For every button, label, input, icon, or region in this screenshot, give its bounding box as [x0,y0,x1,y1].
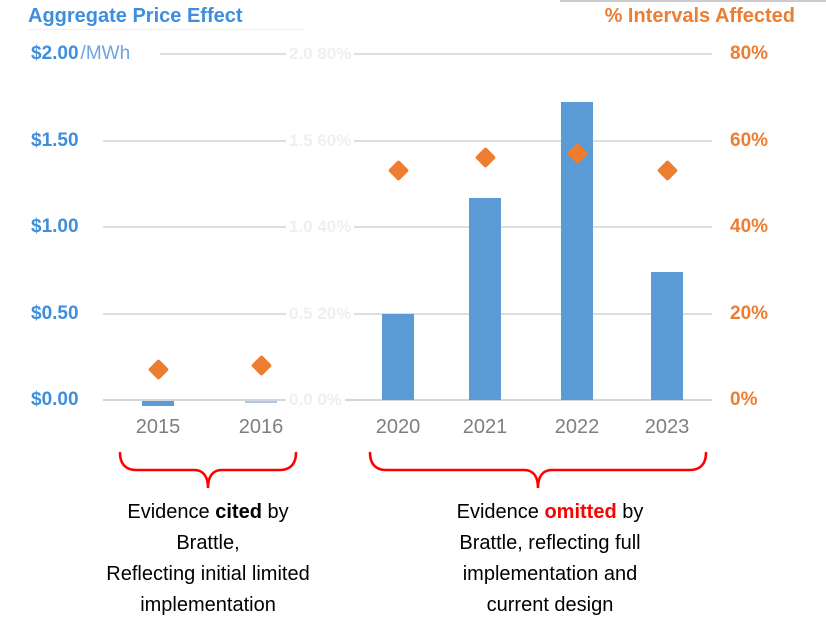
bar-2021 [469,197,501,400]
ghost-axis-label: 1.5 60% [286,130,355,151]
note-evidence-cited: Evidence cited by Brattle, Reflecting in… [40,497,376,620]
x-axis-label-2022: 2022 [554,416,600,438]
top-border-line [560,0,826,2]
left-axis-unit: /MWh [80,43,131,64]
note-evidence-omitted: Evidence omitted by Brattle, reflecting … [395,497,705,620]
note-line: Evidence cited by [127,501,289,523]
note-line: Reflecting initial limited [106,563,310,585]
ghost-axis-label: 1.0 40% [286,217,355,237]
right-axis-tick: 20% [730,302,769,324]
right-axis-title: % Intervals Affected [604,5,795,27]
x-axis-label-2016: 2016 [238,416,284,438]
right-axis-tick: 0% [730,389,758,410]
right-axis-tick: 60% [730,129,769,151]
note-line: Brattle, reflecting full [459,532,641,554]
bar-2020 [382,313,414,400]
gridline [160,53,712,55]
bar-2016 [245,401,277,403]
gridline [103,399,712,401]
right-axis-tick: 40% [730,216,769,237]
diamond-marker-2021 [474,147,496,169]
ghost-axis-label: 0.5 20% [286,303,355,324]
note-line: implementation and [462,563,638,585]
right-group-brace [368,451,708,489]
diamond-marker-2015 [147,359,169,381]
note-line: implementation [140,594,276,616]
bar-2015 [142,401,174,407]
bar-2023 [651,271,683,400]
left-axis-tick: $1.00 [31,216,79,237]
note-line: current design [486,594,614,616]
x-axis-label-2020: 2020 [375,416,421,438]
x-axis-label-2015: 2015 [135,416,181,438]
note-line: Brattle, [176,532,240,554]
left-axis-tick: $0.50 [31,302,79,324]
left-group-brace [118,451,298,489]
gridline [103,226,712,228]
left-axis-tick: $2.00/MWh [31,43,131,64]
gridline [103,139,712,142]
right-axis-tick: 80% [730,43,769,64]
ghost-axis-label: 2.0 80% [286,44,355,64]
x-axis-label-2023: 2023 [644,416,690,438]
left-axis-tick: $0.00 [31,389,79,410]
title-underline [28,29,303,30]
left-axis-title: Aggregate Price Effect [28,5,243,27]
diamond-marker-2016 [250,354,272,376]
ghost-axis-label: 0.0 0% [286,390,345,410]
diamond-marker-2020 [387,160,409,182]
left-axis-tick: $1.50 [31,129,79,151]
diamond-marker-2023 [656,160,678,182]
x-axis-label-2021: 2021 [462,416,508,438]
note-line: Evidence omitted by [456,501,644,523]
